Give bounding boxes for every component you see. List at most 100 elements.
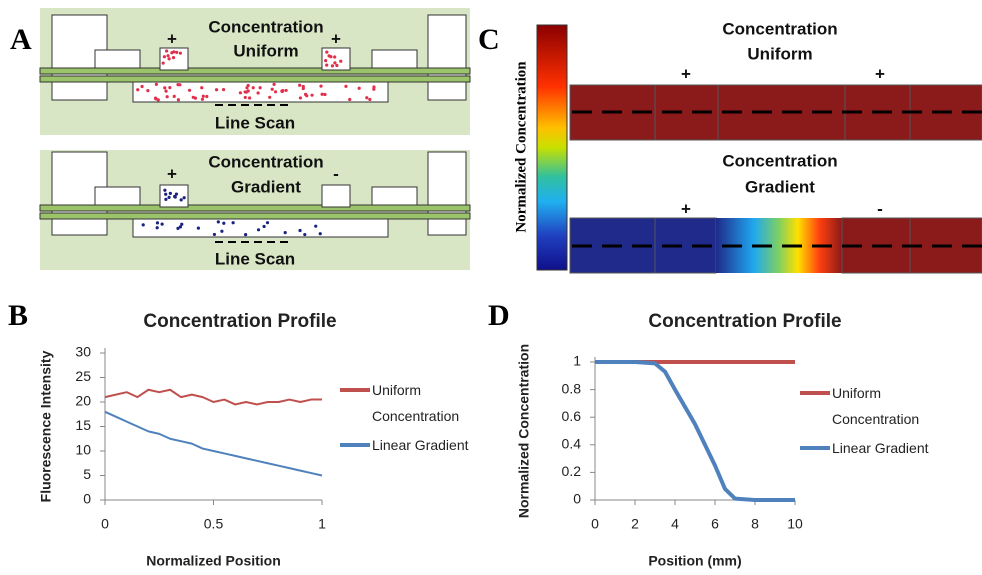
particle: [271, 88, 274, 91]
colorbar: [537, 25, 567, 270]
particle: [163, 189, 166, 192]
y-tick-label: 0.4: [562, 436, 582, 452]
particle: [239, 91, 242, 94]
particle: [320, 93, 323, 96]
x-axis-label: Position (mm): [648, 553, 741, 569]
particle: [197, 227, 200, 230]
particle: [192, 96, 195, 99]
legend-entry: Linear Gradient: [832, 435, 982, 495]
particle: [156, 221, 159, 224]
particle: [140, 85, 143, 88]
x-tick-label: 0: [591, 516, 599, 532]
x-tick-label: 0: [101, 516, 109, 532]
legend-entry: Linear Gradient: [372, 432, 512, 492]
x-tick-label: 8: [751, 516, 759, 532]
particle: [244, 90, 247, 93]
particle: [161, 223, 164, 226]
y-tick-label: 10: [75, 442, 91, 458]
particle: [247, 89, 250, 92]
particle: [324, 59, 327, 62]
particle: [168, 57, 171, 60]
colorbar-label: Normalized Concentration: [513, 61, 529, 233]
particle: [331, 64, 334, 67]
particle: [298, 84, 301, 87]
particle: [244, 233, 247, 236]
label: Concentration: [208, 152, 323, 171]
x-tick-label: 10: [787, 516, 803, 532]
particle: [247, 84, 250, 87]
particle: [166, 95, 169, 98]
particle: [303, 233, 306, 236]
particle: [299, 96, 302, 99]
series-line: [595, 362, 795, 500]
particle: [155, 83, 158, 86]
series-line: [105, 390, 322, 405]
particle: [274, 90, 277, 93]
particle: [217, 220, 220, 223]
y-tick-label: 25: [75, 368, 91, 384]
label: Concentration: [722, 19, 837, 38]
particle: [177, 98, 180, 101]
panel-label: C: [478, 23, 500, 56]
particle: [220, 230, 223, 233]
particle: [136, 88, 139, 91]
particle: [323, 93, 326, 96]
polarity: +: [331, 29, 341, 48]
label: Uniform: [747, 44, 812, 63]
y-tick-label: 0.6: [562, 408, 582, 424]
y-tick-label: 0: [83, 491, 91, 507]
particle: [157, 98, 160, 101]
particle: [314, 225, 317, 228]
polarity: +: [681, 64, 691, 83]
particle: [222, 222, 225, 225]
particle: [335, 64, 338, 67]
particle: [272, 83, 275, 86]
y-tick-label: 0: [573, 491, 581, 507]
y-tick-label: 5: [83, 466, 91, 482]
label: Concentration: [208, 17, 323, 36]
legend-entry: Uniform Concentration: [372, 377, 512, 437]
polarity: +: [167, 164, 177, 183]
particle: [348, 98, 351, 101]
particle: [172, 56, 175, 59]
particle: [252, 86, 255, 89]
particle: [215, 88, 218, 91]
polarity: +: [167, 29, 177, 48]
particle: [201, 98, 204, 101]
particle: [232, 221, 235, 224]
particle: [213, 233, 216, 236]
figure: A + Concentration Uniform + Line Scan + …: [0, 0, 982, 575]
particle: [165, 49, 168, 52]
particle: [156, 226, 159, 229]
label: Uniform: [233, 41, 298, 60]
label: Line Scan: [215, 113, 295, 132]
particle: [259, 86, 262, 89]
y-axis-label: Fluorescence Intensity: [38, 350, 54, 502]
particle: [310, 94, 313, 97]
x-tick-label: 0.5: [204, 516, 224, 532]
polarity: -: [333, 164, 339, 183]
particle: [365, 96, 368, 99]
particle: [266, 221, 269, 224]
chart-title: Concentration Profile: [648, 311, 841, 332]
particle: [183, 196, 186, 199]
particle: [372, 88, 375, 91]
particle: [302, 87, 305, 90]
polarity: +: [875, 64, 885, 83]
particle: [257, 91, 260, 94]
label: Concentration: [722, 151, 837, 170]
particle: [333, 61, 336, 64]
series-line: [105, 412, 322, 476]
particle: [179, 52, 182, 55]
particle: [222, 88, 225, 91]
y-axis-label: Normalized Concentration: [516, 344, 532, 518]
particle: [180, 198, 183, 201]
legend-label: Uniform Concentration: [372, 377, 492, 429]
x-axis-label: Normalized Position: [146, 553, 281, 569]
particle: [344, 85, 347, 88]
particle: [200, 86, 203, 89]
polarity: +: [681, 199, 691, 218]
panel-label: A: [10, 23, 32, 56]
label: Gradient: [231, 177, 301, 196]
particle: [281, 90, 284, 93]
